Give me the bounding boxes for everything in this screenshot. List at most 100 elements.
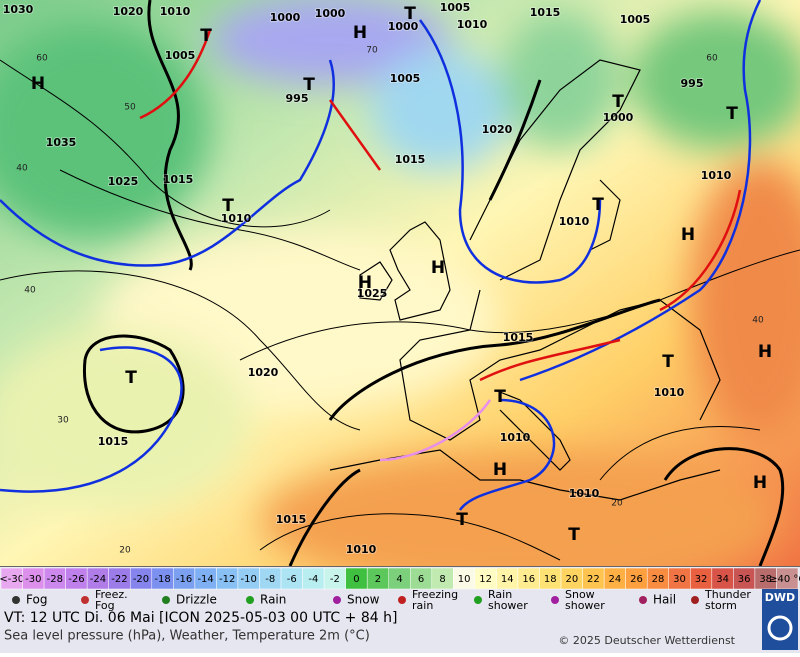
pressure-label: 1025 [108,175,139,188]
pressure-label: 1015 [163,173,194,186]
color-scale-label: 24 [609,574,622,585]
color-scale-label: -24 [90,574,106,585]
color-scale-label: -22 [111,574,127,585]
color-scale-label: -28 [47,574,63,585]
color-scale-label: 28 [652,574,665,585]
legend-symbol [639,596,647,604]
legend-symbol [691,596,699,604]
pressure-label: 1005 [620,13,651,26]
dwd-logo-text: DWD [765,591,795,604]
color-scale-label: 36 [738,574,751,585]
pressure-label: 995 [286,92,309,105]
legend-item: Freez. Fog [95,588,128,612]
legend-item: Thunder storm [704,588,751,612]
color-scale-label: 2 [375,574,381,585]
legend-item: Hail [653,593,676,607]
color-scale-label: 12 [479,574,492,585]
pressure-center: H [758,342,772,362]
pressure-label: 1000 [270,11,301,24]
temperature-label: 60 [36,54,48,64]
temperature-label: 60 [706,54,718,64]
pressure-center: T [494,387,506,407]
pressure-label: 1025 [357,287,388,300]
pressure-center: H [353,23,367,43]
pressure-center: H [431,258,445,278]
legend-item-line: Freezing [412,588,458,601]
pressure-label: 1010 [346,543,377,556]
pressure-center: T [222,196,234,216]
isobars-thick [82,0,785,566]
pressure-label: 1000 [315,7,346,20]
pressure-center: T [404,4,416,24]
legend-item: Fog [26,593,47,607]
pressure-label: 1020 [248,366,279,379]
color-scale-label: 22 [587,574,600,585]
subtitle: Sea level pressure (hPa), Weather, Tempe… [4,629,370,644]
legend-item-line: rain [412,599,433,612]
pressure-label: 1020 [113,5,144,18]
color-scale-label: 14 [501,574,514,585]
legend-symbol [551,596,559,604]
legend-symbol [12,596,20,604]
legend-item-line: storm [705,599,737,612]
pressure-label: 1010 [701,169,732,182]
color-scale-label: -18 [154,574,170,585]
color-scale-label: -6 [287,574,297,585]
color-scale-label: -10 [241,574,257,585]
color-scale-label: 18 [544,574,557,585]
legend-item: Snow [347,593,380,607]
color-scale-label: -14 [197,574,213,585]
pressure-center: T [592,195,604,215]
color-scale-label: 0 [353,574,359,585]
legend-symbol [333,596,341,604]
color-scale-label: -8 [265,574,275,585]
legend-item-line: shower [565,599,605,612]
temperature-label: 50 [124,103,136,113]
copyright: © 2025 Deutscher Wetterdienst [558,634,735,647]
color-scale-label: 6 [418,574,424,585]
pressure-label: 1035 [46,136,77,149]
color-scale-label: 32 [695,574,708,585]
pressure-center: H [493,460,507,480]
pressure-label: 1015 [395,153,426,166]
valid-time: VT: 12 UTC Di. 06 Mai [ICON 2025-05-03 0… [4,610,397,626]
legend-item: Rain [260,593,286,607]
pressure-center: T [612,92,624,112]
pressure-center: T [662,352,674,372]
pressure-center: T [200,26,212,46]
color-scale-label: -12 [219,574,235,585]
pressure-center: H [31,74,45,94]
pressure-label: 1010 [221,212,252,225]
pressure-label: 1020 [482,123,513,136]
color-scale-label: 20 [565,574,578,585]
pressure-center: H [358,273,372,293]
legend-symbol [162,596,170,604]
pressure-label: 1010 [654,386,685,399]
legend-symbol [398,596,406,604]
map: 1030 1020 1010 1005 1000 1000 1000 1005 1010 1015… [0,0,800,566]
temperature-label: 40 [16,164,28,174]
color-scale-label: -16 [176,574,192,585]
pressure-center: T [568,525,580,545]
color-scale-label: 8 [439,574,445,585]
temperature-label: 40 [752,316,764,326]
pressure-label: 1010 [500,431,531,444]
legend-symbol [474,596,482,604]
color-scale-label: 34 [716,574,729,585]
pressure-center: T [726,104,738,124]
pressure-label: 1015 [276,513,307,526]
color-scale-label: -30 [25,574,41,585]
legend-item-line: Freez. [95,588,128,601]
legend-symbol [81,596,89,604]
dwd-logo-swirl [767,615,793,641]
pressure-center: H [753,473,767,493]
color-scale-label: 10 [458,574,471,585]
pressure-label: 995 [681,77,704,90]
legend-symbol [246,596,254,604]
color-scale-label: 4 [396,574,402,585]
color-scale-label: 38 [759,574,772,585]
color-scale-label: 16 [522,574,535,585]
isobars-thin [0,59,800,561]
pressure-center: H [681,225,695,245]
